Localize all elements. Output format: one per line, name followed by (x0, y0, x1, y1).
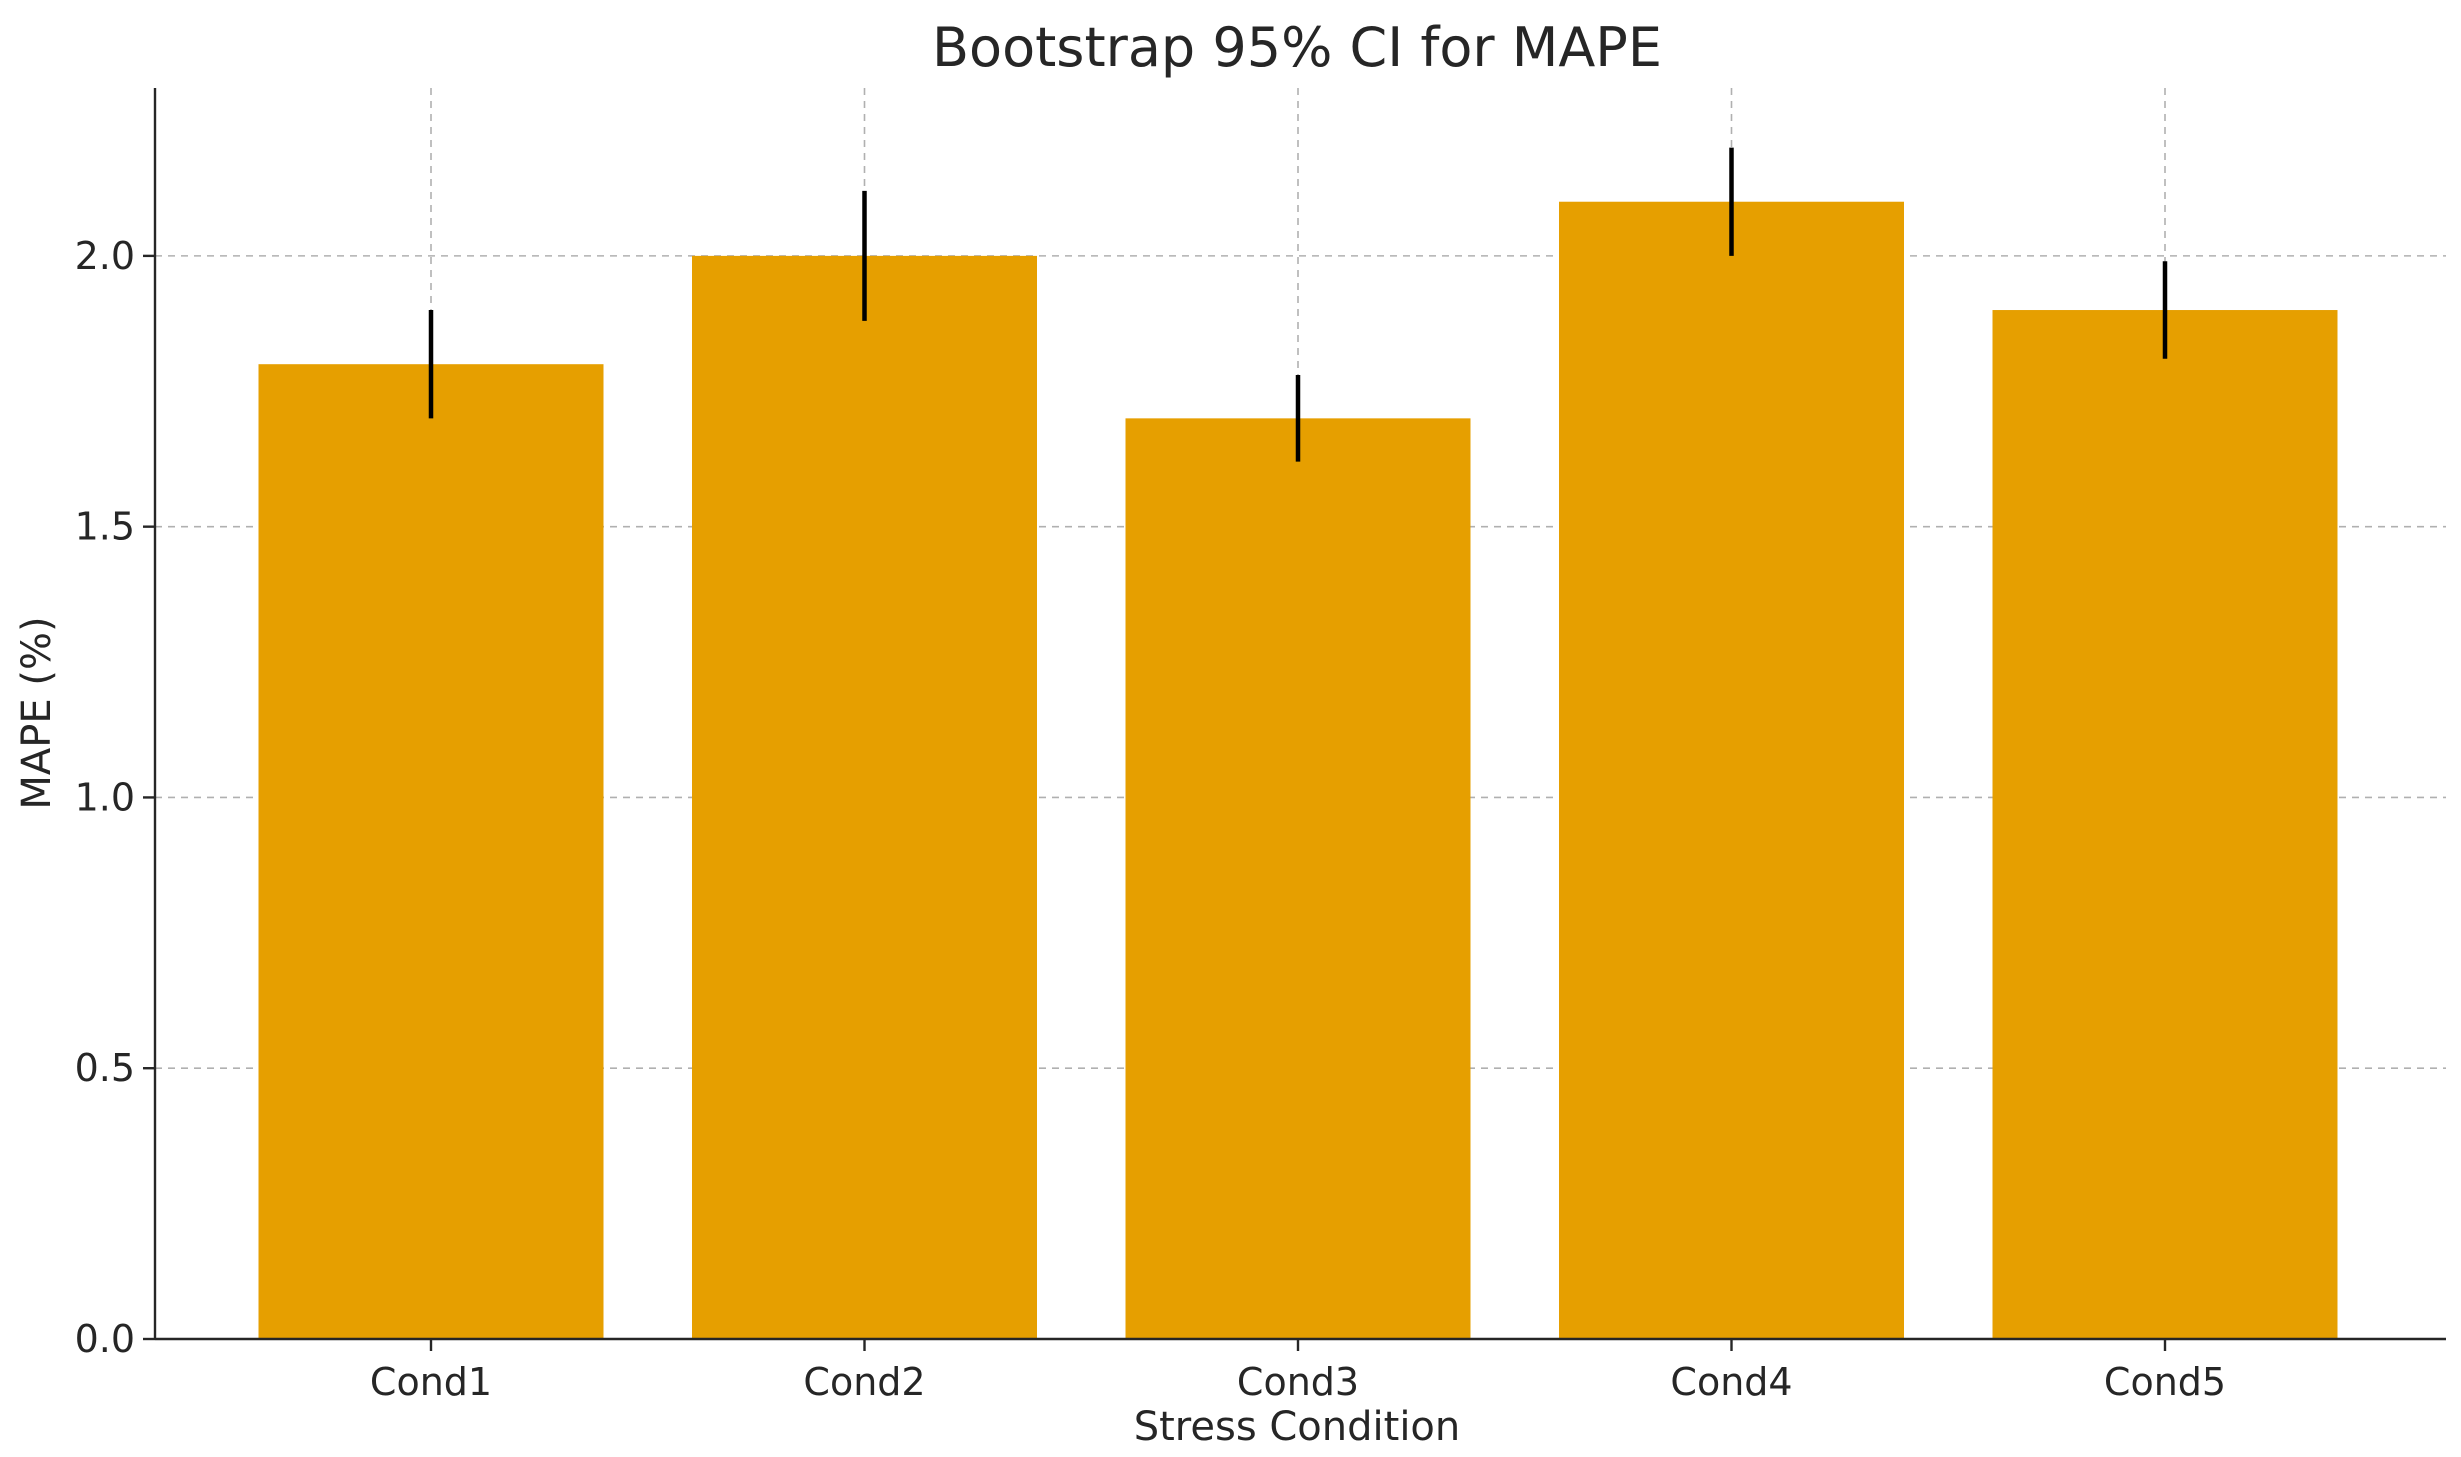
x-tick-label: Cond3 (1237, 1360, 1359, 1404)
y-tick-label: 2.0 (75, 234, 135, 278)
x-tick-label: Cond4 (1670, 1360, 1792, 1404)
bar-cond2 (692, 255, 1037, 1340)
bars (258, 201, 2338, 1340)
x-tick-label: Cond1 (370, 1360, 492, 1404)
bar-cond1 (258, 364, 604, 1339)
y-tick-label: 0.0 (75, 1317, 135, 1361)
x-tick-label: Cond2 (803, 1360, 925, 1404)
error-bars (428, 147, 2168, 462)
x-ticks: Cond1 Cond2 Cond3 Cond4 Cond5 (370, 1339, 2226, 1404)
y-tick-label: 1.5 (75, 505, 135, 549)
axes (153, 88, 2446, 1341)
y-ticks: 0.0 0.5 1.0 1.5 2.0 (75, 234, 155, 1361)
bar-cond3 (1125, 418, 1471, 1339)
chart-title: Bootstrap 95% CI for MAPE (932, 16, 1662, 79)
y-tick-label: 0.5 (75, 1046, 135, 1090)
bar-cond4 (1559, 201, 1904, 1339)
y-axis-label: MAPE (%) (14, 616, 60, 809)
x-tick-label: Cond5 (2104, 1360, 2226, 1404)
x-axis-label: Stress Condition (1134, 1404, 1461, 1450)
y-tick-label: 1.0 (75, 775, 135, 819)
bar-cond5 (1992, 310, 2338, 1340)
